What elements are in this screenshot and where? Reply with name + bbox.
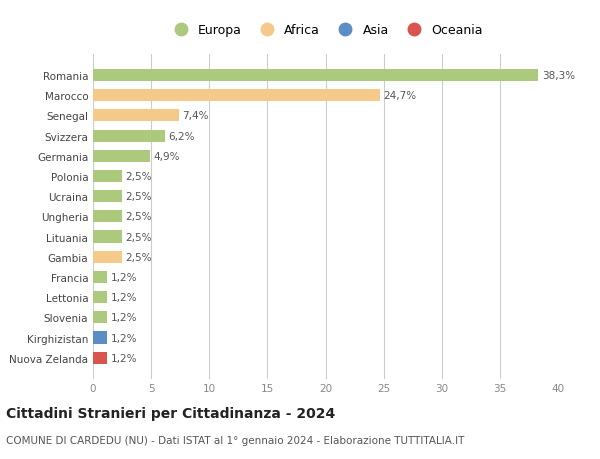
Text: 7,4%: 7,4% bbox=[182, 111, 209, 121]
Bar bbox=[93, 231, 122, 243]
Bar bbox=[93, 312, 107, 324]
Text: 38,3%: 38,3% bbox=[542, 71, 575, 81]
Text: 2,5%: 2,5% bbox=[125, 212, 152, 222]
Text: 1,2%: 1,2% bbox=[110, 313, 137, 323]
Bar bbox=[93, 190, 122, 203]
Bar bbox=[93, 211, 122, 223]
Text: COMUNE DI CARDEDU (NU) - Dati ISTAT al 1° gennaio 2024 - Elaborazione TUTTITALIA: COMUNE DI CARDEDU (NU) - Dati ISTAT al 1… bbox=[6, 435, 464, 445]
Bar bbox=[93, 251, 122, 263]
Text: 1,2%: 1,2% bbox=[110, 353, 137, 363]
Bar bbox=[93, 352, 107, 364]
Text: 24,7%: 24,7% bbox=[383, 91, 417, 101]
Bar bbox=[93, 110, 179, 122]
Bar bbox=[93, 151, 150, 162]
Text: 4,9%: 4,9% bbox=[154, 151, 180, 162]
Text: 6,2%: 6,2% bbox=[169, 131, 195, 141]
Text: 1,2%: 1,2% bbox=[110, 272, 137, 282]
Text: 2,5%: 2,5% bbox=[125, 252, 152, 262]
Bar bbox=[93, 271, 107, 283]
Text: Cittadini Stranieri per Cittadinanza - 2024: Cittadini Stranieri per Cittadinanza - 2… bbox=[6, 406, 335, 420]
Bar bbox=[93, 171, 122, 183]
Bar bbox=[93, 90, 380, 102]
Text: 1,2%: 1,2% bbox=[110, 292, 137, 302]
Text: 1,2%: 1,2% bbox=[110, 333, 137, 343]
Text: 2,5%: 2,5% bbox=[125, 172, 152, 182]
Bar bbox=[93, 291, 107, 303]
Bar bbox=[93, 70, 538, 82]
Text: 2,5%: 2,5% bbox=[125, 192, 152, 202]
Text: 2,5%: 2,5% bbox=[125, 232, 152, 242]
Bar bbox=[93, 332, 107, 344]
Legend: Europa, Africa, Asia, Oceania: Europa, Africa, Asia, Oceania bbox=[163, 19, 488, 42]
Bar bbox=[93, 130, 165, 142]
